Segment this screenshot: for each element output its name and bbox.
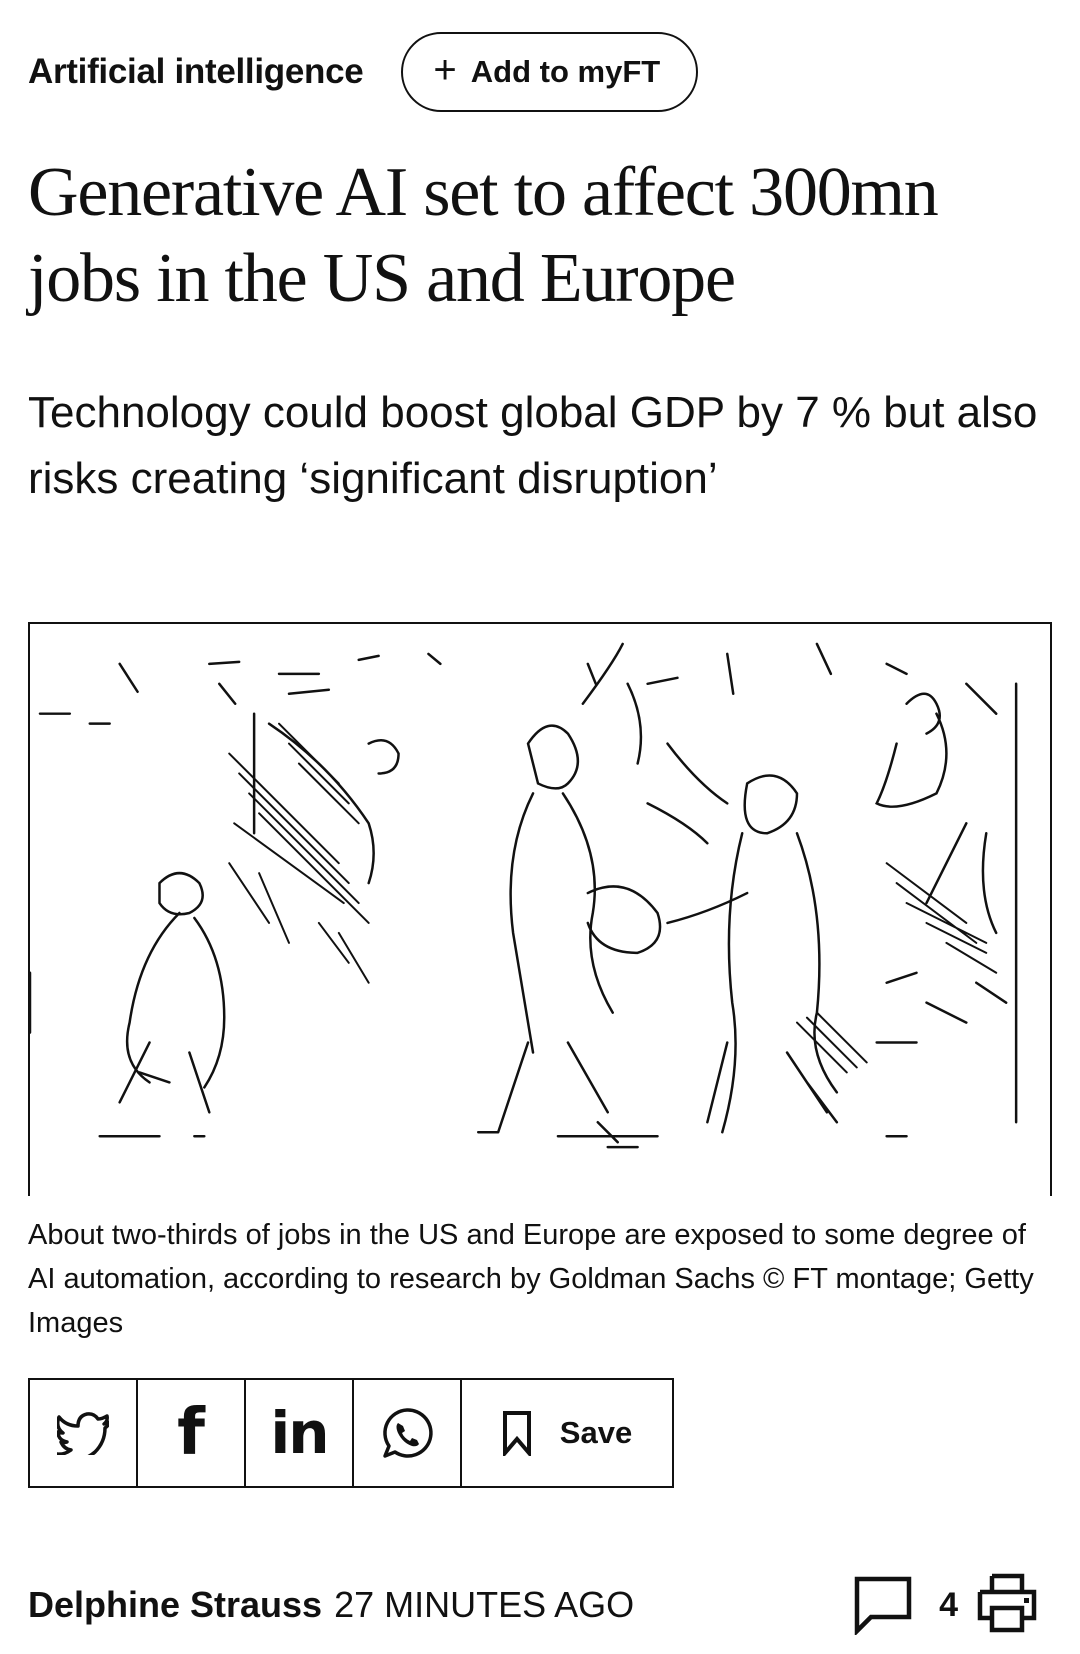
- share-whatsapp-button[interactable]: [354, 1380, 462, 1486]
- share-facebook-button[interactable]: f: [138, 1380, 246, 1486]
- plus-icon: +: [433, 48, 457, 92]
- share-linkedin-button[interactable]: in: [246, 1380, 354, 1486]
- share-twitter-button[interactable]: [30, 1380, 138, 1486]
- topic-link[interactable]: Artificial intelligence: [28, 52, 364, 91]
- headline: Generative AI set to affect 300mn jobs i…: [28, 154, 939, 317]
- add-to-myft-button[interactable]: + Add to myFT: [401, 32, 699, 112]
- comment-count: 4: [939, 1585, 958, 1624]
- standfirst: Technology could boost global GDP by 7 %…: [28, 388, 1038, 503]
- share-bar: f in Save: [28, 1378, 674, 1488]
- article-tools: 4: [853, 1572, 1038, 1639]
- image-caption: About two-thirds of jobs in the US and E…: [28, 1219, 1034, 1339]
- save-button[interactable]: Save: [462, 1380, 672, 1486]
- article-image: [28, 622, 1052, 1196]
- add-to-myft-label: Add to myFT: [470, 54, 661, 89]
- topic-row: Artificial intelligence + Add to myFT: [28, 30, 699, 114]
- comments-button[interactable]: 4: [853, 1575, 958, 1635]
- whatsapp-icon: [383, 1408, 433, 1458]
- print-button[interactable]: [976, 1572, 1038, 1639]
- comment-icon: [854, 1576, 912, 1635]
- save-label: Save: [559, 1415, 633, 1450]
- publish-timestamp: 27 MINUTES AGO: [334, 1584, 635, 1625]
- bookmark-icon: [502, 1411, 531, 1456]
- print-icon: [977, 1573, 1037, 1632]
- facebook-icon: f: [177, 1396, 205, 1470]
- linkedin-icon: in: [270, 1399, 329, 1467]
- author-name[interactable]: Delphine Strauss: [28, 1584, 323, 1625]
- byline-row: Delphine Strauss 27 MINUTES AGO 4: [28, 1570, 1038, 1640]
- twitter-icon: [57, 1412, 109, 1455]
- montage-illustration: [30, 642, 1018, 1149]
